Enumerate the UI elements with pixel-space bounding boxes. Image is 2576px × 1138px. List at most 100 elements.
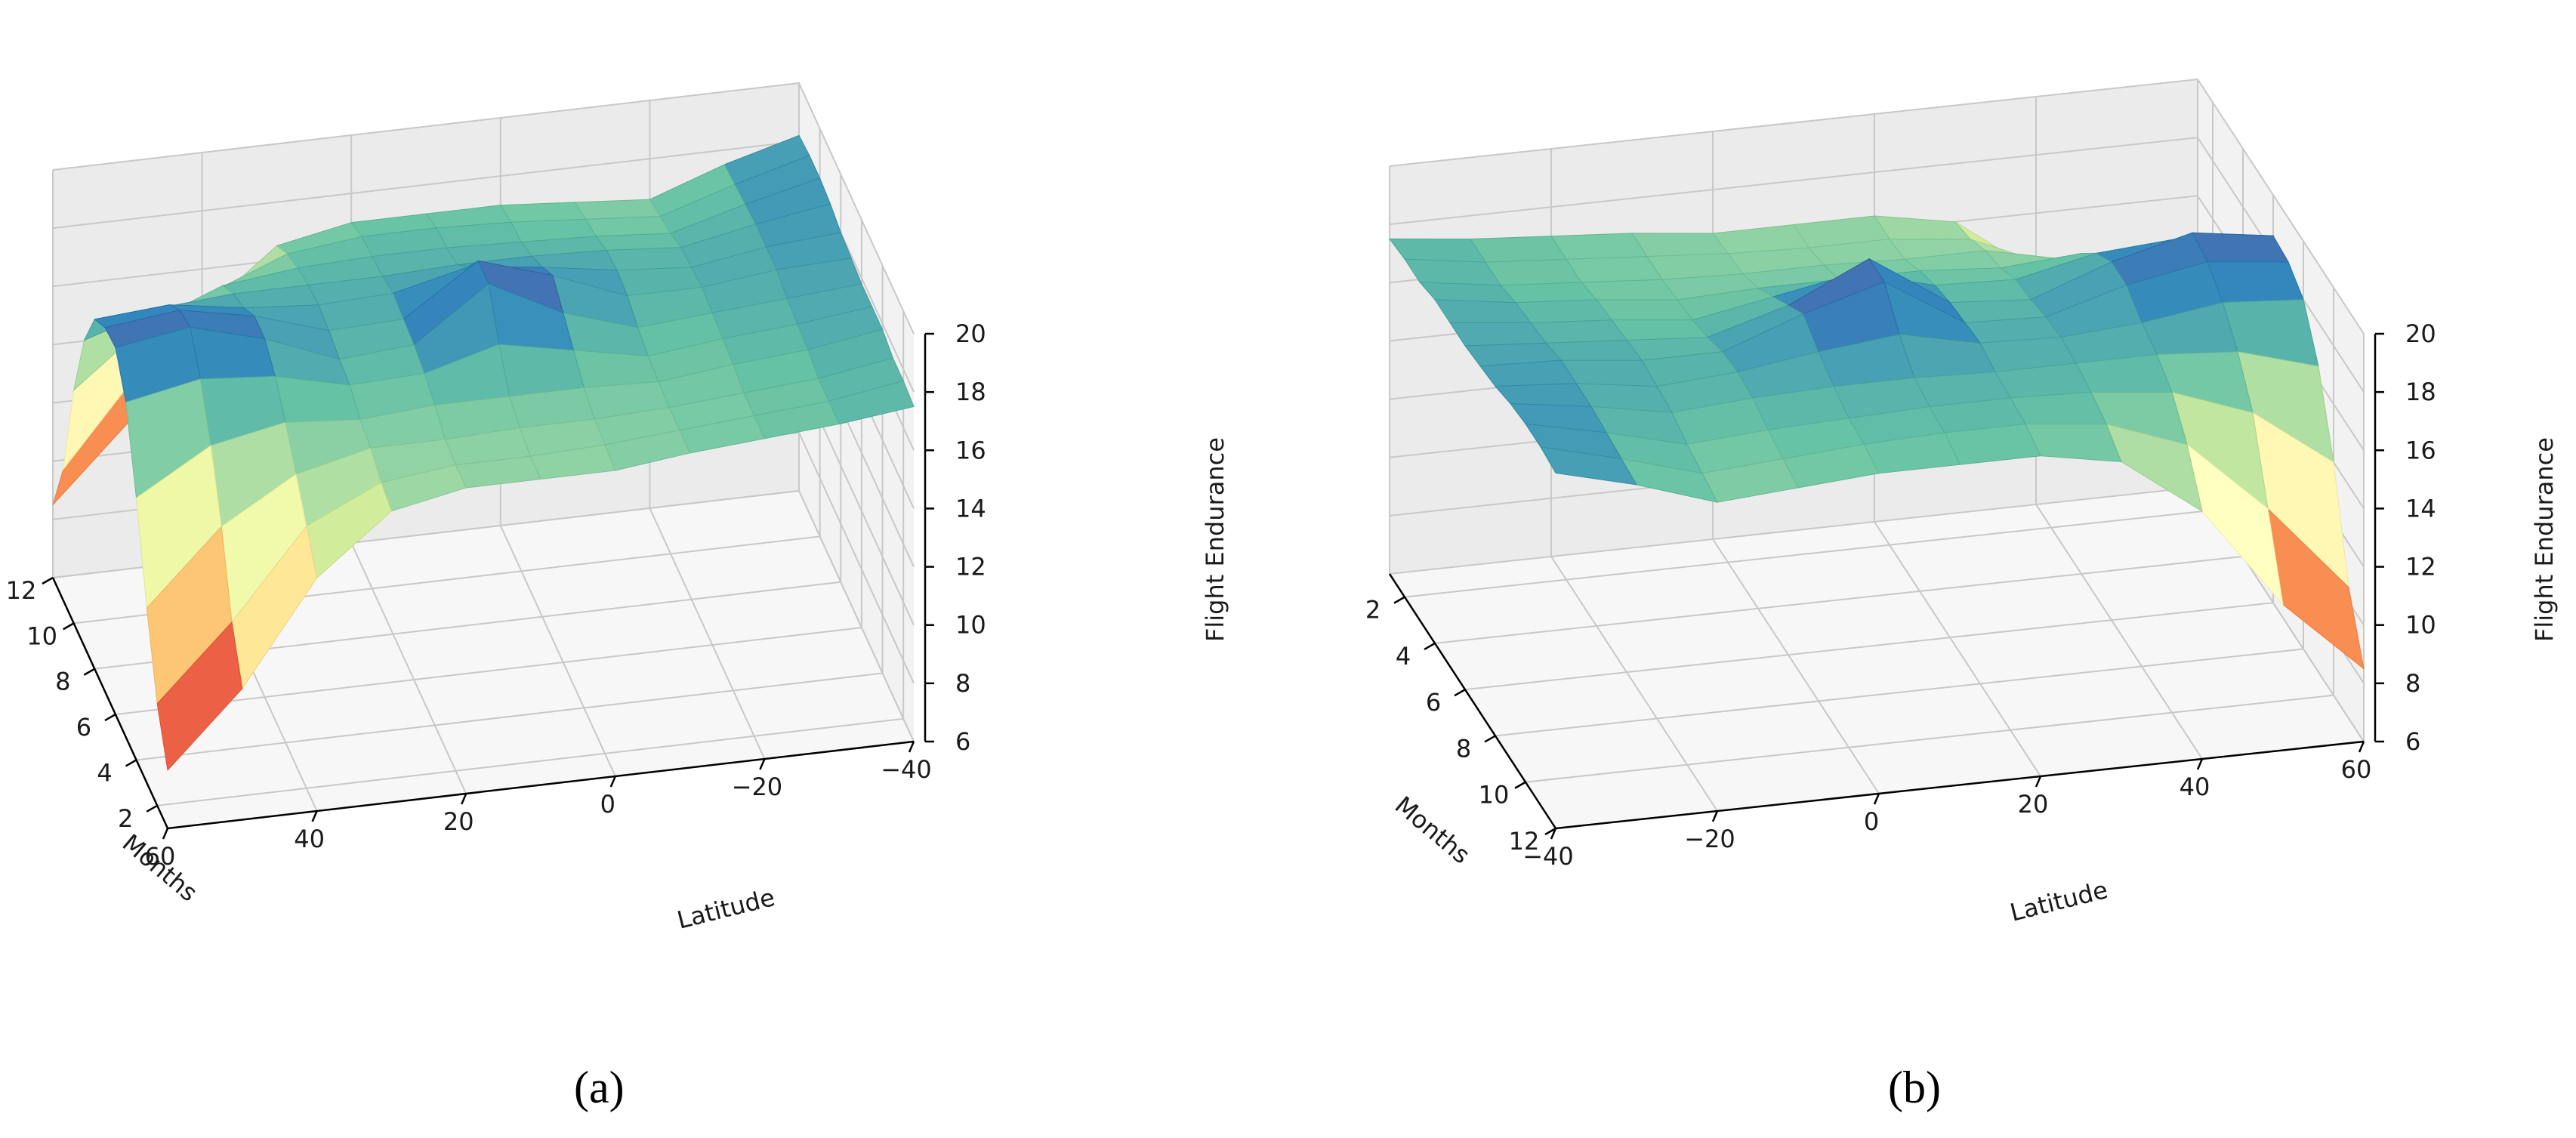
latitude-tick <box>1711 810 1719 822</box>
z-tick-label: 16 <box>2405 436 2436 464</box>
months-tick <box>1484 735 1496 743</box>
latitude-tick <box>2358 741 2365 753</box>
z-tick-label: 8 <box>955 669 970 698</box>
axes-lines <box>1388 332 2384 840</box>
surface <box>52 134 915 772</box>
months-tick-label: 8 <box>55 668 70 696</box>
latitude-tick-label: 40 <box>2180 773 2210 801</box>
months-tick-label: 12 <box>1509 827 1540 856</box>
surface-facet <box>1485 258 1582 286</box>
z-tick-label: 10 <box>955 611 986 640</box>
surface-facet <box>574 199 662 220</box>
z-axis-label: Flight Endurance <box>2530 437 2559 642</box>
surface-facet <box>1631 233 1729 258</box>
z-tick-label: 14 <box>2405 494 2436 523</box>
surface-facet <box>1540 446 1637 486</box>
surface-facet <box>1389 238 1486 263</box>
surface-facet <box>1611 319 1709 341</box>
months-axis-line <box>1388 573 1557 829</box>
grid-line-z <box>1389 137 2365 393</box>
x-axis-label: Months <box>1390 791 1476 869</box>
z-tick-label: 12 <box>2405 553 2436 581</box>
latitude-tick-label: −40 <box>881 755 932 784</box>
latitude-tick-label: −40 <box>1522 842 1574 871</box>
surface-facet <box>1494 383 1592 407</box>
latitude-tick <box>1550 828 1557 840</box>
z-tick-label: 12 <box>955 553 986 581</box>
grid-line-month <box>136 672 883 761</box>
surface-facet <box>1499 282 1598 304</box>
months-tick-label: 8 <box>1456 734 1471 763</box>
latitude-tick <box>609 776 616 788</box>
grid-line-z <box>52 82 915 335</box>
latitude-tick <box>908 741 915 753</box>
surface-facet <box>1550 233 1648 260</box>
months-tick <box>42 576 54 585</box>
z-tick-label: 6 <box>2405 727 2420 756</box>
surface-facet <box>1566 256 1663 283</box>
grid-line-month <box>1404 509 2214 598</box>
latitude-tick <box>2196 758 2204 770</box>
y-axis-label: Latitude <box>2007 875 2111 927</box>
surface-facet <box>1530 319 1627 344</box>
months-tick <box>63 622 75 631</box>
months-tick <box>1393 596 1405 604</box>
z-tick-label: 6 <box>955 727 970 756</box>
grid-line-month <box>1464 602 2274 691</box>
months-tick <box>104 714 116 722</box>
surface-facet <box>585 216 671 237</box>
z-tick-label: 14 <box>955 494 986 523</box>
latitude-tick-label: −20 <box>1684 825 1735 853</box>
months-tick-label: 12 <box>6 576 37 605</box>
grid-line-month <box>115 627 862 716</box>
z-tick-label: 20 <box>955 319 986 348</box>
surface-facet <box>572 350 659 388</box>
surface <box>1389 215 2365 670</box>
grid-line-z <box>1389 78 2365 335</box>
months-tick-label: 2 <box>118 804 133 833</box>
latitude-tick <box>1873 793 1880 805</box>
latitude-tick-label: 40 <box>294 825 325 853</box>
latitude-tick-label: 0 <box>600 790 615 819</box>
surface-facet <box>1580 279 1678 301</box>
months-tick <box>1544 827 1556 836</box>
months-tick <box>83 668 95 676</box>
z-tick-label: 18 <box>2405 378 2436 406</box>
surface-facet <box>1470 236 1567 263</box>
grid-line-lat <box>649 507 766 760</box>
months-tick <box>1424 642 1436 650</box>
months-tick <box>125 759 137 767</box>
grid-line-lat <box>1550 556 1718 812</box>
latitude-tick <box>311 810 318 822</box>
months-axis-line <box>51 577 169 829</box>
surface-facet <box>1449 322 1547 347</box>
grid-line-lat <box>1712 538 1880 794</box>
months-tick-label: 4 <box>1396 642 1411 671</box>
months-tick-label: 6 <box>1426 688 1441 717</box>
z-tick-label: 18 <box>955 378 986 406</box>
y-axis-label: Latitude <box>674 883 778 935</box>
surface-facet <box>1434 299 1532 324</box>
latitude-tick <box>162 828 169 840</box>
latitude-tick-label: 20 <box>2018 790 2049 819</box>
latitude-tick-label: 60 <box>145 842 176 871</box>
surface-facet <box>1515 299 1612 324</box>
grid-line-lat <box>350 542 467 794</box>
surface-facet <box>2192 232 2289 263</box>
z-tick-label: 8 <box>2405 669 2420 698</box>
latitude-tick-label: 0 <box>1864 807 1879 836</box>
surface-facet <box>2010 391 2107 425</box>
surface-facet <box>498 344 585 397</box>
z-tick-label: 10 <box>2405 611 2436 640</box>
grid-line-lat <box>2035 504 2203 760</box>
z-tick-label: 16 <box>955 436 986 464</box>
panel-b: 2 4 6 8 10 12 −40 −20 0 20 40 60 20 18 16 14 12 10 8 6 Mont… <box>1288 0 2575 1138</box>
months-tick-label: 2 <box>1365 596 1381 625</box>
surface-facet <box>1544 339 1643 361</box>
surface-facet <box>156 621 243 772</box>
months-tick-label: 4 <box>97 758 112 787</box>
grid-line-month <box>1495 648 2304 737</box>
